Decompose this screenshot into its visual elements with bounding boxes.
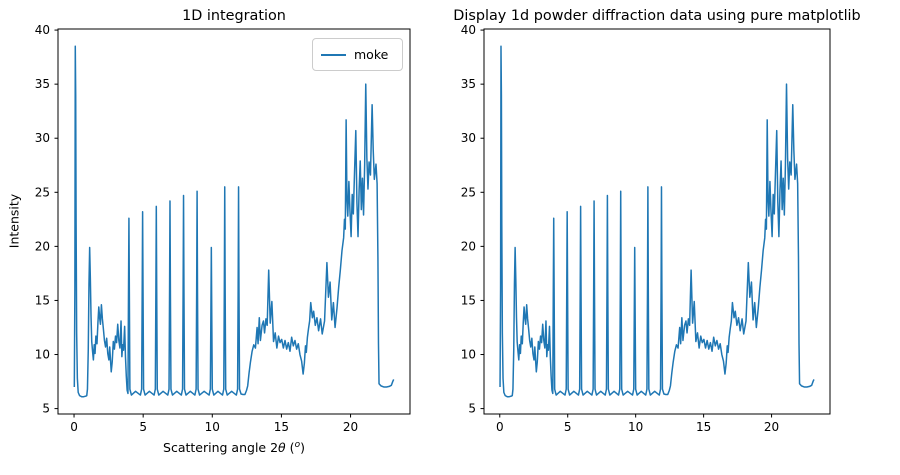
svg-text:10: 10 <box>628 420 643 434</box>
degree-superscript: o <box>294 440 301 450</box>
svg-text:25: 25 <box>461 185 476 199</box>
svg-text:10: 10 <box>461 348 476 362</box>
svg-text:40: 40 <box>35 23 50 37</box>
legend-label: moke <box>354 47 389 62</box>
svg-text:30: 30 <box>35 131 50 145</box>
svg-text:5: 5 <box>564 420 572 434</box>
svg-text:15: 15 <box>696 420 711 434</box>
x-axis-label-close: ) <box>300 440 305 456</box>
left-plot-title: 1D integration <box>182 8 286 24</box>
legend-box: moke <box>312 38 403 71</box>
y-axis-label: Intensity <box>6 193 22 249</box>
theta-symbol: θ <box>278 440 286 456</box>
legend-line-sample <box>321 53 346 56</box>
right-plot-canvas: 0 5 10 15 20 5 10 15 20 25 30 35 40 <box>461 23 831 434</box>
svg-text:20: 20 <box>35 239 50 253</box>
left-plot-canvas: 0 5 10 15 20 5 10 15 20 25 30 35 40 <box>35 23 411 434</box>
x-axis-label: Scattering angle 2θ (o) <box>58 440 410 455</box>
svg-text:35: 35 <box>461 77 476 91</box>
svg-text:15: 15 <box>461 293 476 307</box>
svg-text:30: 30 <box>461 131 476 145</box>
svg-text:5: 5 <box>42 402 50 416</box>
svg-text:20: 20 <box>764 420 779 434</box>
svg-text:0: 0 <box>70 420 78 434</box>
svg-text:10: 10 <box>205 420 220 434</box>
svg-text:20: 20 <box>461 239 476 253</box>
svg-text:40: 40 <box>461 23 476 37</box>
right-plot-title: Display 1d powder diffraction data using… <box>453 8 861 24</box>
svg-text:5: 5 <box>468 402 476 416</box>
svg-text:25: 25 <box>35 185 50 199</box>
svg-text:20: 20 <box>343 420 358 434</box>
svg-text:0: 0 <box>496 420 504 434</box>
svg-text:15: 15 <box>274 420 289 434</box>
svg-text:35: 35 <box>35 77 50 91</box>
x-axis-label-text: Scattering angle 2 <box>163 440 279 456</box>
svg-text:5: 5 <box>139 420 147 434</box>
svg-text:10: 10 <box>35 348 50 362</box>
svg-text:15: 15 <box>35 293 50 307</box>
x-axis-label-paren: ( <box>285 440 295 456</box>
